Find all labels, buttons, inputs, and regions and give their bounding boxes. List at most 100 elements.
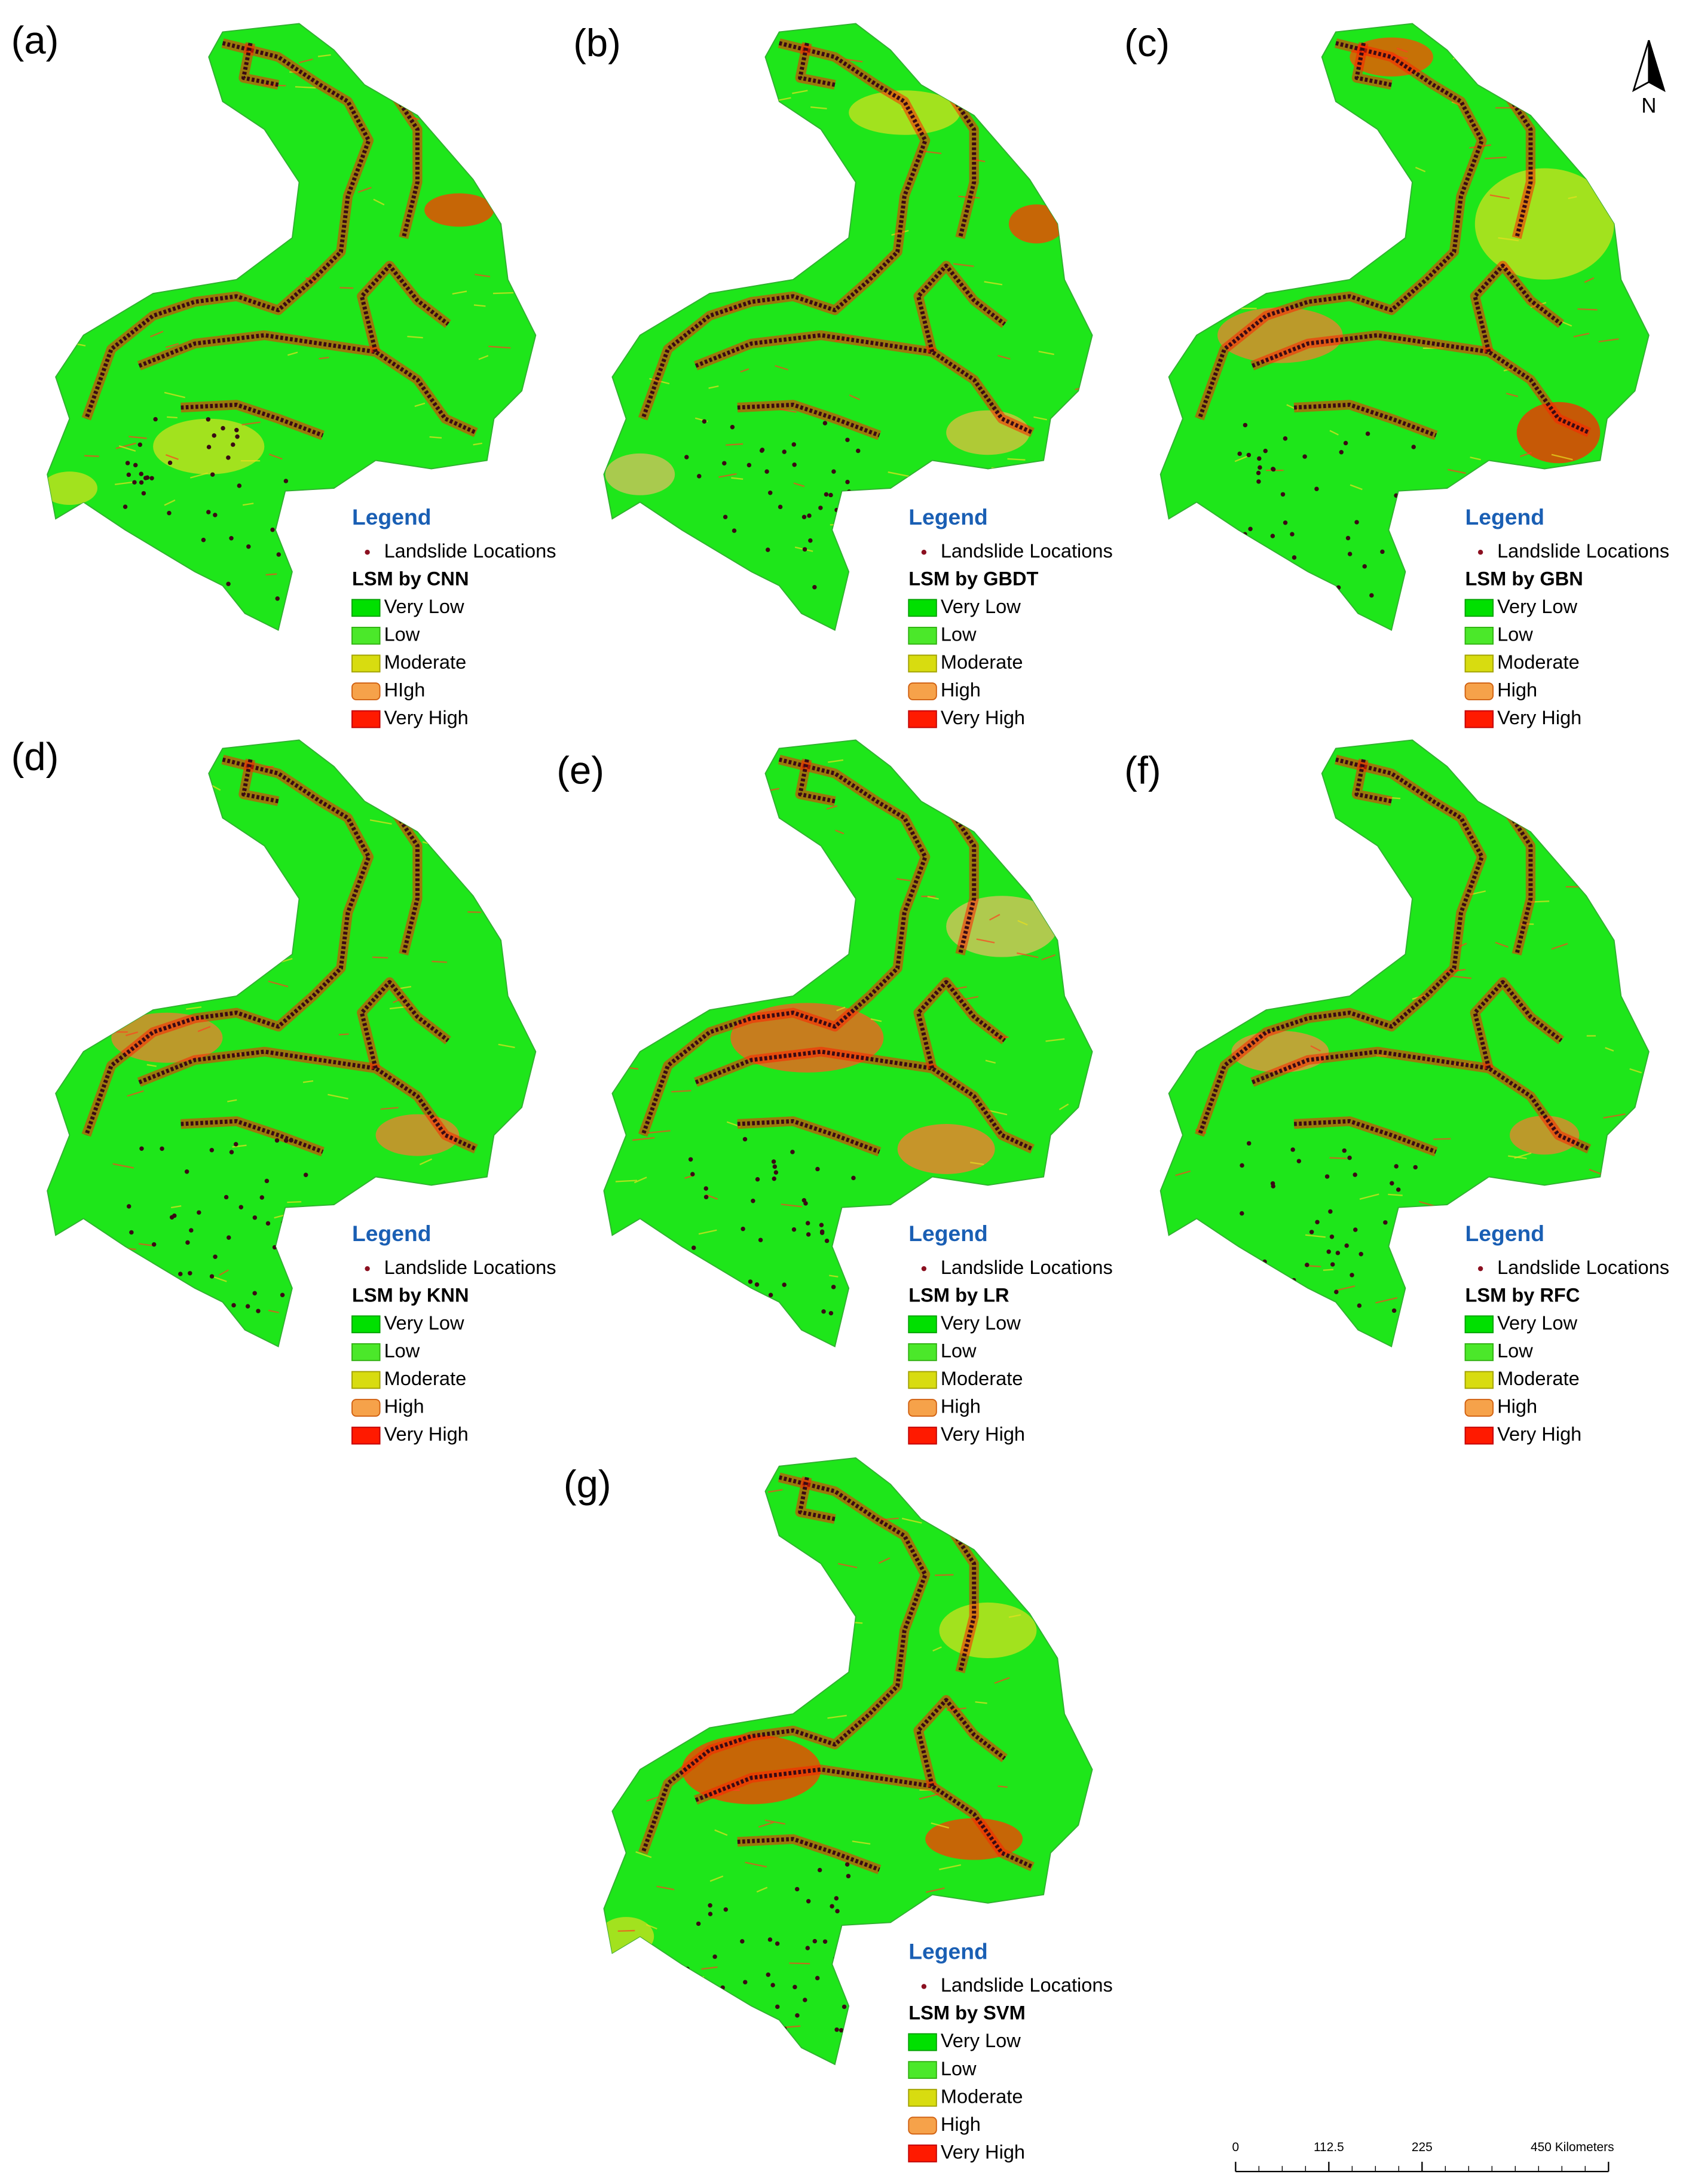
scale-bar: 0 112.5 225 450 Kilometers bbox=[1232, 2140, 1614, 2173]
legend-class-label: Low bbox=[941, 2057, 977, 2079]
landslide-point bbox=[766, 1972, 770, 1977]
terrain-streak bbox=[432, 960, 447, 963]
landslide-point bbox=[793, 1984, 797, 1990]
terrain-streak bbox=[828, 759, 844, 763]
landslide-point bbox=[690, 576, 695, 581]
terrain-streak bbox=[1598, 833, 1614, 837]
susceptibility-patch bbox=[424, 193, 494, 227]
landslide-point bbox=[802, 547, 807, 552]
legend-class-label: High bbox=[1497, 1395, 1537, 1417]
landslide-point bbox=[703, 1186, 708, 1191]
map-panel: (b) Legend Landslide Locations LSM by GBDT V… bbox=[573, 21, 1113, 728]
landslide-cluster bbox=[241, 42, 279, 87]
terrain-streak bbox=[1255, 67, 1276, 73]
landslide-point bbox=[773, 1170, 779, 1175]
landslide-point bbox=[206, 417, 211, 422]
terrain-streak bbox=[1573, 332, 1590, 338]
terrain-streak bbox=[1209, 961, 1226, 968]
legend-point-symbol bbox=[921, 549, 927, 555]
terrain-streak bbox=[179, 909, 192, 916]
landslide-point bbox=[824, 1238, 830, 1243]
terrain-streak bbox=[803, 848, 818, 853]
landslide-point bbox=[213, 1254, 218, 1259]
landslide-point bbox=[1342, 1148, 1347, 1153]
terrain-streak bbox=[112, 1163, 134, 1169]
landslide-cluster bbox=[180, 1119, 324, 1154]
terrain-streak bbox=[1056, 1207, 1076, 1211]
landslide-point bbox=[702, 419, 707, 424]
terrain-streak bbox=[837, 1563, 858, 1569]
legend-class-label: High bbox=[941, 679, 981, 701]
landslide-point bbox=[206, 510, 211, 514]
landslide-point bbox=[791, 442, 797, 447]
terrain-streak bbox=[689, 1976, 705, 1978]
landslide-point bbox=[1290, 1147, 1295, 1152]
landslide-point bbox=[1394, 1164, 1399, 1169]
terrain-streak bbox=[777, 1603, 791, 1607]
terrain-streak bbox=[1038, 351, 1054, 356]
scale-bar-label: 0 bbox=[1232, 2140, 1240, 2154]
terrain-streak bbox=[764, 908, 779, 915]
terrain-streak bbox=[1396, 47, 1408, 53]
landslide-point bbox=[184, 1169, 189, 1174]
landslide-point bbox=[1296, 1297, 1301, 1303]
legend-model-title: LSM by KNN bbox=[352, 1284, 469, 1306]
terrain-streak bbox=[1058, 1103, 1069, 1110]
legend-swatch bbox=[1464, 1426, 1494, 1445]
terrain-streak bbox=[429, 436, 442, 439]
legend-title: Legend bbox=[908, 504, 987, 529]
landslide-point bbox=[1269, 1304, 1274, 1309]
landslide-point bbox=[1271, 467, 1275, 471]
legend-class-label: Very Low bbox=[1497, 1312, 1577, 1334]
terrain-streak bbox=[268, 1309, 279, 1313]
legend-swatch bbox=[1464, 1315, 1494, 1334]
legend-class-label: Very Low bbox=[941, 1312, 1021, 1334]
landslide-point bbox=[145, 1273, 150, 1278]
landslide-point bbox=[1302, 454, 1307, 459]
terrain-streak bbox=[450, 859, 461, 865]
terrain-streak bbox=[1409, 1314, 1423, 1319]
terrain-streak bbox=[221, 237, 232, 244]
legend-swatch bbox=[1464, 654, 1494, 673]
legend-swatch bbox=[908, 710, 937, 728]
landslide-cluster bbox=[180, 402, 324, 437]
terrain-streak bbox=[1561, 321, 1572, 327]
landslide-point bbox=[1334, 1289, 1339, 1294]
landslide-point bbox=[742, 1137, 748, 1142]
terrain-streak bbox=[1508, 1155, 1527, 1159]
terrain-streak bbox=[118, 445, 136, 452]
legend-point-symbol bbox=[921, 1984, 927, 1989]
susceptibility-patch bbox=[604, 1917, 654, 1956]
terrain-streak bbox=[1544, 50, 1564, 53]
legend: Legend Landslide Locations LSM by GBDT Very… bbox=[908, 504, 1113, 728]
legend-model-title: LSM by CNN bbox=[352, 567, 469, 589]
terrain-streak bbox=[756, 1886, 768, 1893]
landslide-point bbox=[165, 1276, 170, 1281]
landslide-point bbox=[775, 1941, 780, 1946]
terrain-streak bbox=[344, 1272, 356, 1275]
landslide-cluster bbox=[1252, 333, 1590, 435]
terrain-streak bbox=[793, 482, 805, 488]
landslide-point bbox=[730, 1290, 735, 1295]
terrain-streak bbox=[94, 78, 106, 82]
landslide-cluster bbox=[916, 980, 1006, 1069]
landslide-point bbox=[694, 2014, 699, 2018]
landslide-point bbox=[812, 584, 817, 590]
landslide-point bbox=[805, 1946, 810, 1950]
terrain-streak bbox=[1624, 100, 1640, 107]
landslide-point bbox=[126, 1204, 131, 1209]
landslide-cluster bbox=[694, 1767, 1033, 1869]
terrain-streak bbox=[708, 385, 719, 389]
terrain-streak bbox=[164, 499, 176, 506]
landslide-cluster bbox=[798, 42, 836, 87]
terrain-streak bbox=[128, 436, 147, 439]
panel-label: (d) bbox=[11, 734, 59, 778]
landslide-cluster bbox=[641, 41, 928, 419]
terrain-streak bbox=[299, 58, 313, 63]
terrain-streak bbox=[852, 1840, 871, 1845]
map-panel: (d) Legend Landslide Locations LSM by KNN Ve… bbox=[11, 734, 556, 1445]
susceptibility-patch bbox=[111, 1012, 223, 1063]
landslide-point bbox=[1380, 549, 1385, 555]
terrain-streak bbox=[1415, 167, 1426, 173]
landslide-point bbox=[831, 1285, 836, 1289]
